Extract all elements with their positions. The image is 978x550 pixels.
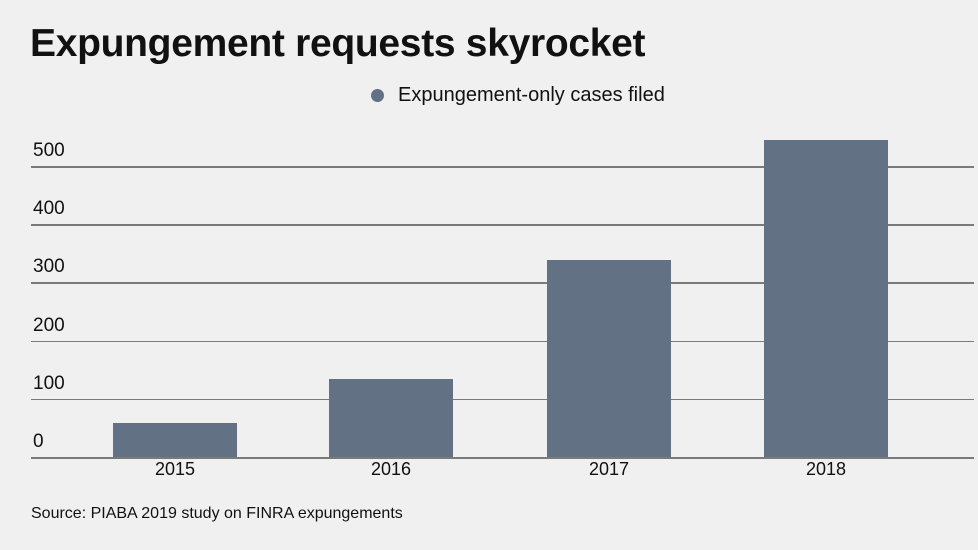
legend-dot-icon	[371, 89, 384, 102]
y-tick-label: 300	[33, 256, 65, 278]
gridline-300	[31, 282, 974, 284]
bar-2017	[547, 260, 671, 457]
legend: Expungement-only cases filed	[371, 84, 665, 107]
source-note: Source: PIABA 2019 study on FINRA expung…	[31, 505, 403, 522]
chart-title: Expungement requests skyrocket	[30, 22, 646, 65]
bar-2015	[113, 423, 237, 457]
y-tick-label: 100	[33, 372, 65, 394]
bar-2016	[329, 379, 453, 457]
y-tick-label: 400	[33, 198, 65, 220]
legend-label: Expungement-only cases filed	[398, 84, 665, 106]
y-tick-label: 0	[33, 431, 44, 452]
x-tick-label: 2015	[154, 459, 196, 479]
x-tick-label: 2017	[588, 459, 630, 479]
y-tick-label: 200	[33, 314, 65, 336]
gridline-0	[31, 457, 974, 459]
x-tick-label: 2018	[805, 459, 847, 479]
gridline-200	[31, 340, 974, 343]
x-tick-label: 2016	[370, 459, 412, 479]
gridline-500	[31, 166, 974, 168]
gridline-400	[31, 224, 974, 226]
plot-area: 0 100 200 300 400 500 2015 2016 2017 2018	[31, 0, 974, 550]
bar-2018	[764, 139, 888, 457]
y-tick-label: 500	[33, 140, 65, 161]
gridline-100	[31, 398, 974, 401]
